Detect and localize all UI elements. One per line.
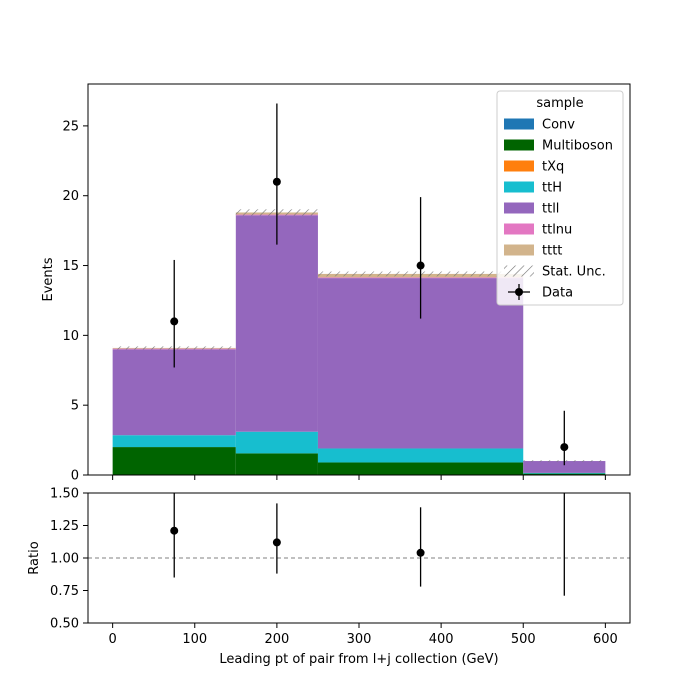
legend-label: Conv [542, 118, 575, 133]
legend-data-marker [515, 288, 523, 296]
main-panel: 0 5 10 15 20 25 Events [41, 83, 631, 484]
ratio-y-ticks: 0.50 0.75 1.00 1.25 1.50 [50, 487, 88, 632]
data-point-0 [170, 317, 179, 326]
bar-tth-bin-2 [317, 448, 524, 463]
ratio-point-2 [416, 548, 425, 557]
bar-tth-bin-3 [523, 472, 606, 474]
ratio-y-tick-label: 1.00 [50, 552, 79, 567]
data-points [170, 103, 569, 466]
legend-label: tttt [542, 244, 562, 259]
legend-label: tXq [542, 160, 564, 175]
bar-ttll-bin-3 [523, 461, 606, 473]
legend-label: ttll [542, 202, 559, 217]
bar-tth-bin-1 [235, 431, 318, 454]
ratio-plot-frame [87, 492, 631, 624]
main-x-ticks [112, 475, 606, 480]
main-y-tick-label: 10 [62, 329, 79, 344]
legend: sample Conv Multiboson tXq ttH ttll ttlnu tttt… [496, 90, 624, 306]
legend-swatch-conv [504, 118, 534, 130]
main-y-tick-label: 0 [71, 469, 79, 484]
x-tick-label: 100 [182, 632, 207, 647]
x-tick-label: 0 [108, 632, 116, 647]
ratio-point-0 [170, 526, 179, 535]
ratio-panel: 0.50 0.75 1.00 1.25 1.50 0 100 200 300 400 500 600… [27, 487, 631, 667]
legend-swatch-txq [504, 160, 534, 172]
ratio-y-tick-label: 1.25 [50, 519, 79, 534]
legend-swatch-ttlnu [504, 223, 534, 235]
x-axis-label: Leading pt of pair from l+j collection (… [219, 652, 498, 667]
x-tick-label: 600 [593, 632, 618, 647]
main-y-tick-label: 20 [62, 189, 79, 204]
legend-swatch-multiboson [504, 139, 534, 151]
main-y-axis-label: Events [41, 257, 56, 301]
ratio-y-tick-label: 0.50 [50, 617, 79, 632]
bar-tth-bin-0 [112, 435, 236, 448]
ratio-y-tick-label: 0.75 [50, 584, 79, 599]
legend-swatch-stat-unc [504, 265, 534, 277]
ratio-x-ticks: 0 100 200 300 400 500 600 [108, 623, 618, 647]
main-y-tick-label: 25 [62, 119, 79, 134]
x-tick-label: 200 [264, 632, 289, 647]
ratio-y-axis-label: Ratio [27, 541, 42, 574]
legend-swatch-ttll [504, 202, 534, 214]
data-point-2 [416, 261, 425, 270]
x-tick-label: 300 [347, 632, 372, 647]
data-point-1 [272, 177, 281, 186]
legend-label: Data [542, 286, 573, 301]
legend-label: ttlnu [542, 223, 572, 238]
bar-multiboson-bin-2 [317, 462, 524, 475]
bar-multiboson-bin-1 [235, 453, 318, 475]
legend-label: Multiboson [542, 139, 613, 154]
data-point-3 [560, 443, 569, 452]
legend-swatch-tttt [504, 244, 534, 256]
bar-multiboson-bin-0 [112, 447, 236, 475]
legend-label: ttH [542, 181, 562, 196]
main-y-ticks: 0 5 10 15 20 25 [62, 119, 88, 484]
x-tick-label: 400 [429, 632, 454, 647]
ratio-points [170, 493, 565, 596]
legend-title: sample [536, 96, 583, 111]
ratio-y-tick-label: 1.50 [50, 487, 79, 502]
x-tick-label: 500 [511, 632, 536, 647]
legend-swatch-tth [504, 181, 534, 193]
ratio-point-1 [272, 538, 281, 547]
bar-multiboson-bin-3 [523, 473, 606, 475]
legend-label: Stat. Unc. [542, 265, 606, 280]
main-y-tick-label: 15 [62, 259, 79, 274]
main-y-tick-label: 5 [71, 399, 79, 414]
bar-ttll-bin-1 [235, 215, 318, 432]
